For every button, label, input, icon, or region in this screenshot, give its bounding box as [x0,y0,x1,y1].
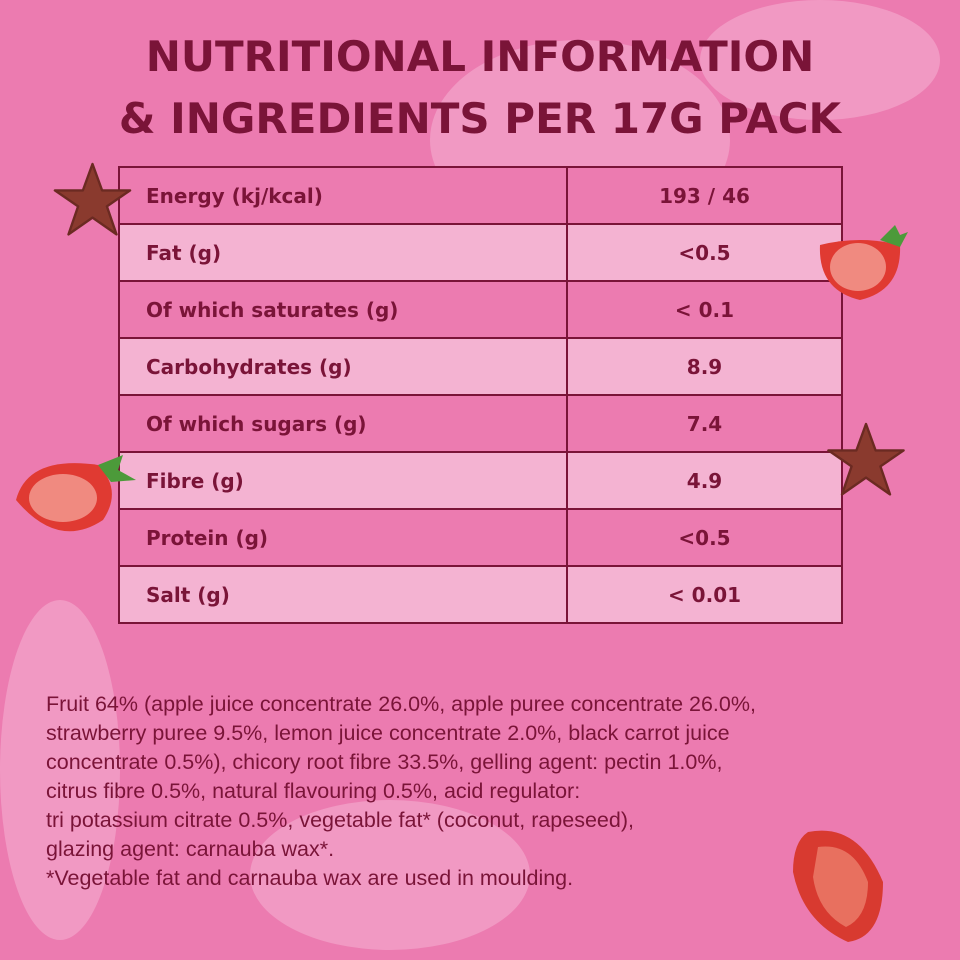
strawberry-slice-icon [793,830,883,942]
background-swirl [0,600,120,940]
nutrient-label: Protein (g) [118,508,568,567]
table-row: Salt (g) < 0.01 [118,565,843,624]
ingredients-text: Fruit 64% (apple juice concentrate 26.0%… [46,690,906,893]
ingredients-footnote: *Vegetable fat and carnauba wax are used… [46,866,574,890]
table-row: Fat (g) <0.5 [118,223,843,282]
nutrient-value: <0.5 [566,223,843,282]
nutrient-value: < 0.1 [566,280,843,339]
nutrient-value: <0.5 [566,508,843,567]
page-title: Nutritional Information & Ingredients pe… [20,26,940,150]
nutrient-label: Energy (kj/kcal) [118,166,568,225]
nutrient-value: 4.9 [566,451,843,510]
nutrient-label: Fibre (g) [118,451,568,510]
nutrient-label: Of which sugars (g) [118,394,568,453]
ingredients-line: Fruit 64% (apple juice concentrate 26.0%… [46,692,756,716]
nutrient-value: < 0.01 [566,565,843,624]
fruit-star-icon [53,162,132,236]
background-swirl [250,800,530,950]
title-line-2: & Ingredients per 17g pack [118,94,842,143]
ingredients-line: strawberry puree 9.5%, lemon juice conce… [46,721,730,745]
nutrient-value: 8.9 [566,337,843,396]
ingredients-line: glazing agent: carnauba wax*. [46,837,335,861]
table-row: Of which saturates (g) < 0.1 [118,280,843,339]
background-swirl [700,0,940,120]
table-row: Of which sugars (g) 7.4 [118,394,843,453]
nutrient-label: Of which saturates (g) [118,280,568,339]
ingredients-line: citrus fibre 0.5%, natural flavouring 0.… [46,779,581,803]
nutrient-value: 193 / 46 [566,166,843,225]
ingredients-line: tri potassium citrate 0.5%, vegetable fa… [46,808,634,832]
table-row: Fibre (g) 4.9 [118,451,843,510]
strawberry-half-icon [16,455,136,532]
nutrient-label: Carbohydrates (g) [118,337,568,396]
table-row: Energy (kj/kcal) 193 / 46 [118,166,843,225]
nutrient-label: Fat (g) [118,223,568,282]
table-row: Carbohydrates (g) 8.9 [118,337,843,396]
title-line-1: Nutritional Information [145,32,815,81]
nutrient-label: Salt (g) [118,565,568,624]
strawberry-half-icon [819,225,908,300]
table-row: Protein (g) <0.5 [118,508,843,567]
ingredients-line: concentrate 0.5%), chicory root fibre 33… [46,750,723,774]
nutrient-value: 7.4 [566,394,843,453]
fruit-star-icon [827,422,905,496]
nutrition-table: Energy (kj/kcal) 193 / 46 Fat (g) <0.5 Of … [118,166,843,624]
